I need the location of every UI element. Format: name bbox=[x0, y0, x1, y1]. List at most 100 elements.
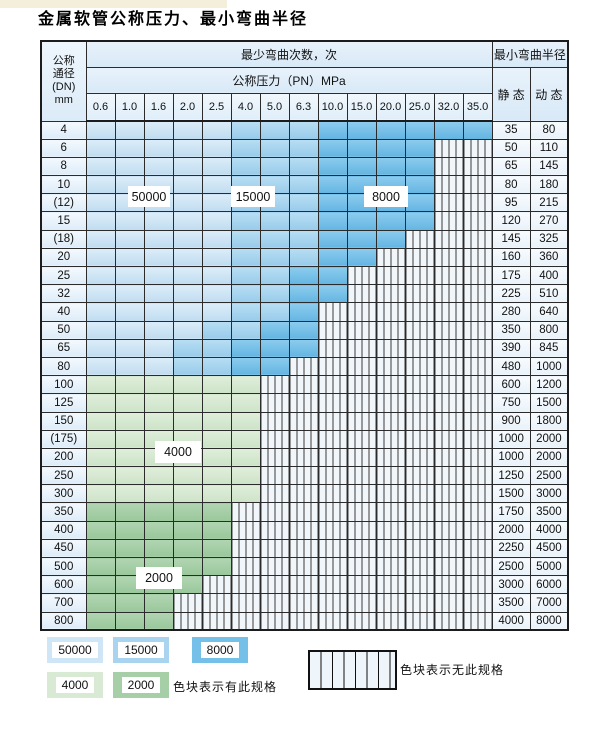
no-spec-cell bbox=[346, 429, 377, 449]
no-spec-cell bbox=[462, 429, 493, 449]
spec-cell-50000 bbox=[172, 193, 203, 213]
static-radius-cell: 280 bbox=[491, 302, 531, 322]
spec-cell-4000 bbox=[143, 466, 174, 486]
pressure-col-header: 25.0 bbox=[404, 92, 435, 122]
dn-cell: 8 bbox=[40, 156, 87, 177]
no-spec-cell bbox=[346, 611, 377, 631]
no-spec-cell bbox=[346, 502, 377, 522]
no-spec-cell bbox=[317, 356, 348, 377]
no-spec-cell bbox=[259, 484, 290, 504]
spec-cell-4000 bbox=[201, 375, 232, 395]
no-spec-cell bbox=[462, 393, 493, 413]
dynamic-radius-cell: 1200 bbox=[529, 375, 569, 395]
no-spec-cell bbox=[259, 466, 290, 486]
spec-cell-50000 bbox=[143, 338, 174, 358]
spec-cell-15000 bbox=[259, 211, 290, 231]
spec-cell-50000 bbox=[114, 138, 145, 158]
dynamic-radius-cell: 8000 bbox=[529, 611, 569, 631]
no-spec-cell bbox=[259, 375, 290, 395]
spec-cell-8000 bbox=[346, 120, 377, 140]
dynamic-radius-cell: 7000 bbox=[529, 593, 569, 613]
spec-cell-15000 bbox=[230, 211, 261, 231]
no-spec-cell bbox=[462, 447, 493, 468]
spec-cell-50000 bbox=[85, 320, 116, 340]
spec-cell-50000 bbox=[172, 320, 203, 340]
corner-line-4: mm bbox=[54, 94, 73, 107]
no-spec-cell bbox=[288, 356, 319, 377]
no-spec-cell bbox=[346, 302, 377, 322]
no-spec-cell bbox=[404, 466, 435, 486]
spec-cell-4000 bbox=[143, 393, 174, 413]
no-spec-cell bbox=[404, 538, 435, 559]
no-spec-cell bbox=[346, 284, 377, 304]
spec-cell-15000 bbox=[172, 356, 203, 377]
static-radius-cell: 1000 bbox=[491, 429, 531, 449]
no-spec-cell bbox=[375, 611, 406, 631]
no-spec-cell bbox=[462, 502, 493, 522]
spec-cell-50000 bbox=[172, 302, 203, 322]
spec-cell-50000 bbox=[114, 265, 145, 286]
dn-corner-header: 公称 通径 (DN) mm bbox=[40, 40, 87, 122]
dn-cell: 40 bbox=[40, 302, 87, 322]
table-row: 350 1750 3500 bbox=[40, 502, 569, 522]
spec-cell-50000 bbox=[172, 138, 203, 158]
static-radius-cell: 1500 bbox=[491, 484, 531, 504]
table-row: 6 50 110 bbox=[40, 138, 569, 158]
spec-cell-8000 bbox=[404, 175, 435, 195]
spec-cell-2000 bbox=[201, 556, 232, 577]
table-row: 65 390 845 bbox=[40, 338, 569, 358]
spec-cell-50000 bbox=[201, 247, 232, 268]
dn-cell: 125 bbox=[40, 393, 87, 413]
no-spec-cell bbox=[462, 302, 493, 322]
no-spec-cell bbox=[259, 447, 290, 468]
spec-cell-4000 bbox=[230, 484, 261, 504]
pressure-col-header: 10.0 bbox=[317, 92, 348, 122]
spec-cell-8000 bbox=[317, 211, 348, 231]
no-spec-cell bbox=[317, 520, 348, 540]
top-cream-strip bbox=[0, 0, 227, 8]
no-spec-cell bbox=[230, 538, 261, 559]
spec-cell-4000 bbox=[172, 466, 203, 486]
spec-cell-8000 bbox=[259, 338, 290, 358]
no-spec-cell bbox=[259, 411, 290, 431]
dn-cell: 450 bbox=[40, 538, 87, 559]
no-spec-cell bbox=[346, 575, 377, 595]
spec-cell-8000 bbox=[317, 284, 348, 304]
spec-cell-4000 bbox=[85, 466, 116, 486]
spec-cell-50000 bbox=[201, 175, 232, 195]
dn-cell: 350 bbox=[40, 502, 87, 522]
no-spec-cell bbox=[404, 411, 435, 431]
page-title: 金属软管公称压力、最小弯曲半径 bbox=[38, 9, 309, 28]
spec-cell-2000 bbox=[172, 502, 203, 522]
spec-cell-50000 bbox=[172, 175, 203, 195]
spec-cell-50000 bbox=[143, 156, 174, 177]
static-radius-cell: 390 bbox=[491, 338, 531, 358]
no-spec-cell bbox=[375, 356, 406, 377]
no-spec-cell bbox=[462, 265, 493, 286]
table-row: 4 35 80 bbox=[40, 120, 569, 140]
table-row: 800 4000 8000 bbox=[40, 611, 569, 631]
spec-cell-4000 bbox=[114, 429, 145, 449]
no-spec-cell bbox=[317, 484, 348, 504]
spec-cell-15000 bbox=[201, 356, 232, 377]
spec-cell-4000 bbox=[230, 466, 261, 486]
static-radius-cell: 225 bbox=[491, 284, 531, 304]
legend-swatch-2000: 2000 bbox=[113, 672, 169, 698]
no-spec-cell bbox=[317, 556, 348, 577]
no-spec-cell bbox=[404, 338, 435, 358]
static-radius-cell: 900 bbox=[491, 411, 531, 431]
spec-cell-8000 bbox=[288, 284, 319, 304]
spec-cell-15000 bbox=[230, 284, 261, 304]
spec-cell-50000 bbox=[201, 265, 232, 286]
spec-cell-2000 bbox=[85, 538, 116, 559]
no-spec-cell bbox=[317, 411, 348, 431]
spec-cell-50000 bbox=[172, 247, 203, 268]
no-spec-cell bbox=[375, 284, 406, 304]
spec-cell-4000 bbox=[85, 375, 116, 395]
no-spec-cell bbox=[433, 375, 464, 395]
spec-cell-2000 bbox=[143, 593, 174, 613]
spec-cell-4000 bbox=[85, 429, 116, 449]
dynamic-radius-cell: 1000 bbox=[529, 356, 569, 377]
no-spec-cell bbox=[404, 320, 435, 340]
no-spec-cell bbox=[346, 520, 377, 540]
